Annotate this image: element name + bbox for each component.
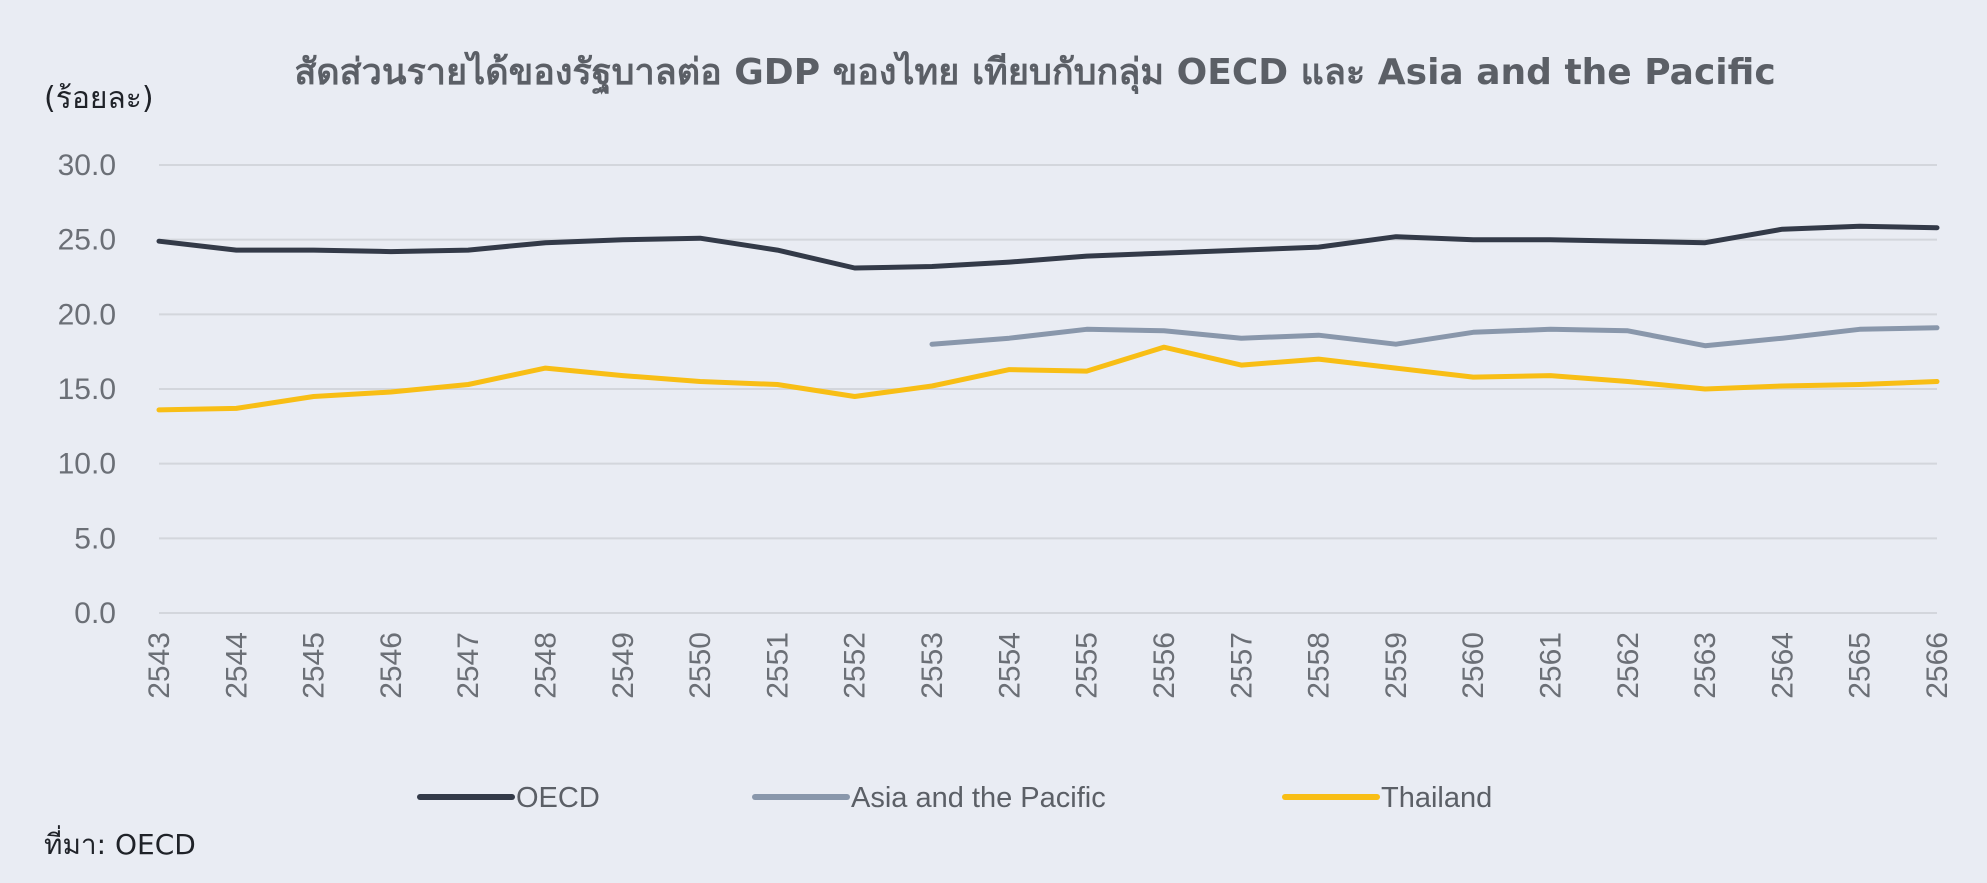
series-line-thailand <box>156 344 1940 413</box>
x-tick-label: 2552 <box>839 632 872 699</box>
x-tick-label: 2546 <box>375 632 408 699</box>
x-tick-label: 2550 <box>684 632 717 699</box>
y-tick-label: 15.0 <box>58 373 116 406</box>
x-tick-label: 2566 <box>1921 632 1954 699</box>
x-tick-label: 2544 <box>220 632 253 699</box>
y-tick-label: 20.0 <box>58 298 116 331</box>
legend-label-asia-and-the-pacific: Asia and the Pacific <box>851 782 1106 814</box>
x-axis-ticks: 2543 2544 2545 2546 2547 2548 2549 2550 2551 2552… <box>143 632 1954 699</box>
x-tick-label: 2559 <box>1380 632 1413 699</box>
series-lines <box>156 223 1940 413</box>
x-tick-label: 2553 <box>916 632 949 699</box>
x-tick-label: 2565 <box>1844 632 1877 699</box>
y-tick-label: 0.0 <box>74 597 116 630</box>
x-tick-label: 2547 <box>452 632 485 699</box>
x-tick-label: 2545 <box>298 632 331 699</box>
x-tick-label: 2558 <box>1303 632 1336 699</box>
x-tick-label: 2551 <box>761 632 794 699</box>
legend-label-oecd: OECD <box>516 782 600 814</box>
chart-title: สัดส่วนรายได้ของรัฐบาลต่อ GDP ของไทย เที… <box>294 50 1775 95</box>
x-tick-label: 2554 <box>993 632 1026 699</box>
gridlines <box>159 164 1937 614</box>
x-tick-label: 2561 <box>1534 632 1567 699</box>
y-tick-label: 30.0 <box>58 149 116 182</box>
x-tick-label: 2543 <box>143 632 176 699</box>
x-tick-label: 2560 <box>1457 632 1490 699</box>
x-tick-label: 2549 <box>607 632 640 699</box>
y-tick-label: 25.0 <box>58 224 116 257</box>
series-line-oecd <box>156 223 1940 271</box>
x-tick-label: 2564 <box>1766 632 1799 699</box>
series-line-asia-and-the-pacific <box>929 325 1940 349</box>
x-tick-label: 2555 <box>1071 632 1104 699</box>
x-tick-label: 2557 <box>1225 632 1258 699</box>
legend: OECD Asia and the Pacific Thailand <box>417 782 1492 814</box>
y-axis-label: (ร้อยละ) <box>44 81 154 116</box>
y-tick-label: 10.0 <box>58 448 116 481</box>
source-note: ที่มา: OECD <box>44 825 196 861</box>
y-axis-ticks: 0.0 5.0 10.0 15.0 20.0 25.0 30.0 <box>58 149 116 630</box>
x-tick-label: 2563 <box>1689 632 1722 699</box>
x-tick-label: 2548 <box>530 632 563 699</box>
x-tick-label: 2562 <box>1612 632 1645 699</box>
y-tick-label: 5.0 <box>74 522 116 555</box>
x-tick-label: 2556 <box>1148 632 1181 699</box>
legend-label-thailand: Thailand <box>1381 782 1492 814</box>
